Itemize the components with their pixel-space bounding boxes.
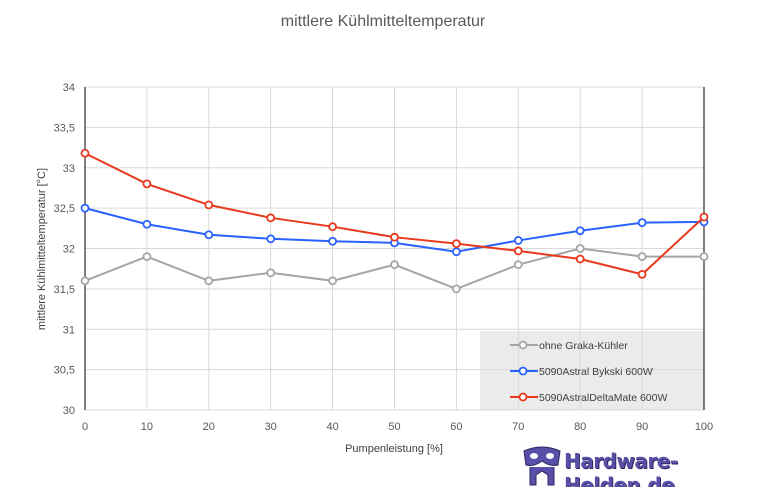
legend: ohne Graka-Kühler 5090Astral Bykski 600W 5… <box>510 340 667 404</box>
x-tick-label: 50 <box>388 421 400 433</box>
data-point <box>328 276 338 286</box>
legend-label: 5090Astral Bykski 600W <box>539 366 653 378</box>
data-point <box>451 284 461 294</box>
data-point <box>637 218 647 228</box>
data-point <box>575 254 585 264</box>
mask-icon <box>523 446 561 486</box>
data-point <box>204 276 214 286</box>
data-point <box>637 269 647 279</box>
data-point <box>328 236 338 246</box>
x-tick-label: 90 <box>636 421 648 433</box>
data-point <box>451 247 461 257</box>
legend-label: 5090AstralDeltaMate 600W <box>539 392 667 404</box>
x-tick-label: 70 <box>512 421 524 433</box>
legend-label: ohne Graka-Kühler <box>539 340 628 352</box>
data-point <box>266 268 276 278</box>
data-point <box>266 213 276 223</box>
y-tick-label: 30 <box>63 405 75 417</box>
data-point <box>80 203 90 213</box>
y-tick-label: 33,5 <box>54 122 75 134</box>
data-point <box>204 230 214 240</box>
data-point <box>328 222 338 232</box>
legend-marker <box>518 340 528 350</box>
y-tick-label: 30,5 <box>54 365 75 377</box>
data-point <box>142 219 152 229</box>
legend-marker <box>518 392 528 402</box>
data-point <box>204 200 214 210</box>
x-tick-label: 0 <box>82 421 88 433</box>
data-point <box>575 244 585 253</box>
watermark-text: Hardware-Helden.de <box>564 449 678 487</box>
data-point <box>390 232 399 242</box>
y-tick-label: 31 <box>63 324 75 336</box>
y-tick-label: 33 <box>63 163 75 175</box>
y-axis-label: mittlere Kühlmitteltemperatur [°C] <box>36 168 48 330</box>
data-point <box>513 236 523 245</box>
data-point <box>80 148 90 158</box>
x-tick-label: 30 <box>265 421 277 433</box>
data-point <box>451 239 461 249</box>
data-point <box>390 260 399 270</box>
y-tick-label: 31,5 <box>54 284 75 296</box>
y-tick-label: 34 <box>63 82 75 94</box>
data-point <box>575 226 585 236</box>
x-tick-label: 60 <box>450 421 462 433</box>
legend-marker <box>518 366 528 376</box>
data-point <box>699 212 709 222</box>
x-axis-label: Pumpenleistung [%] <box>345 443 443 455</box>
x-tick-label: 40 <box>326 421 338 433</box>
x-tick-label: 80 <box>574 421 586 433</box>
data-point <box>266 234 276 244</box>
x-tick-label: 20 <box>203 421 215 433</box>
data-point <box>699 252 709 261</box>
chart-title: mittlere Kühlmitteltemperatur <box>281 13 486 30</box>
y-tick-label: 32,5 <box>54 203 75 215</box>
x-tick-label: 10 <box>141 421 153 433</box>
data-point <box>637 252 647 261</box>
data-point <box>513 260 523 270</box>
data-point <box>142 179 152 189</box>
data-point <box>142 252 152 261</box>
x-tick-label: 100 <box>695 421 713 433</box>
watermark-logo: Hardware-Helden.de <box>522 443 767 487</box>
data-point <box>513 246 523 256</box>
data-point <box>80 276 90 286</box>
y-tick-label: 32 <box>63 244 75 256</box>
